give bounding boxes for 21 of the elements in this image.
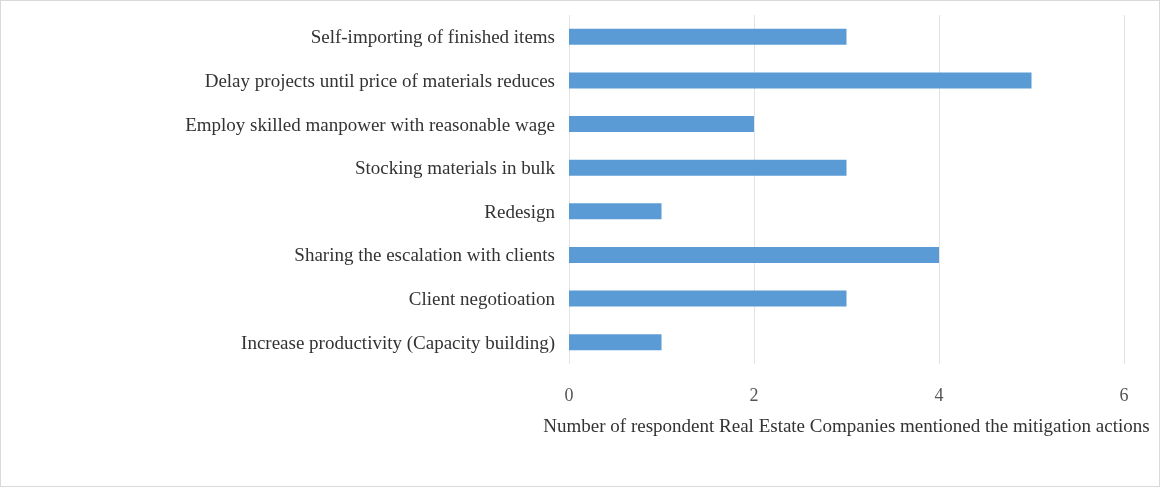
y-tick-label: Client negotioation (408, 288, 556, 310)
y-tick-label: Stocking materials in bulk (354, 157, 556, 179)
bar (569, 246, 939, 263)
y-tick-label: Sharing the escalation with clients (294, 244, 555, 266)
x-axis-title: Number of respondent Real Estate Companies mentioned the mitigation actions (543, 415, 1150, 436)
y-tick-label: Self-importing of finished items (310, 26, 555, 48)
y-tick-label: Employ skilled manpower with reasonable wage (185, 113, 555, 135)
bar (569, 72, 1032, 89)
bar (569, 159, 847, 176)
bar (569, 290, 847, 307)
bar (569, 28, 847, 45)
x-tick-label: 0 (564, 385, 574, 405)
x-tick-label: 6 (1119, 385, 1129, 405)
x-tick-label: 2 (749, 385, 759, 405)
y-tick-label: Increase productivity (Capacity building) (241, 331, 555, 354)
y-tick-label: Delay projects until price of materials reduces (204, 69, 555, 91)
x-tick-label: 4 (934, 385, 944, 405)
bar (569, 116, 754, 133)
bar (569, 203, 662, 220)
y-tick-label: Redesign (484, 200, 556, 222)
bar (569, 334, 662, 351)
